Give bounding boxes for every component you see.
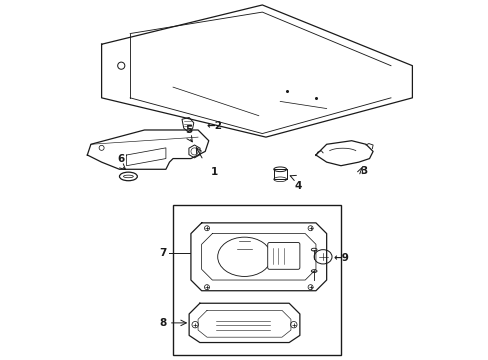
Circle shape [192,321,198,328]
Polygon shape [182,117,193,132]
Circle shape [290,321,296,328]
Text: 1: 1 [210,167,217,177]
Text: 4: 4 [294,181,301,191]
Bar [173,205,340,355]
Text: ←9: ←9 [332,253,348,263]
FancyBboxPatch shape [267,243,299,269]
Circle shape [307,285,312,290]
Ellipse shape [311,270,316,273]
Circle shape [204,226,209,231]
Text: 3: 3 [360,166,367,176]
Circle shape [307,226,312,231]
Text: 7: 7 [159,248,166,258]
Text: ←2: ←2 [206,121,223,131]
Text: 6: 6 [118,154,124,164]
Ellipse shape [311,248,316,251]
Ellipse shape [313,249,331,264]
Ellipse shape [273,167,286,172]
Circle shape [204,285,209,290]
Text: 8: 8 [160,318,166,328]
Polygon shape [188,145,200,158]
Ellipse shape [217,237,271,276]
Text: 5: 5 [185,125,192,135]
